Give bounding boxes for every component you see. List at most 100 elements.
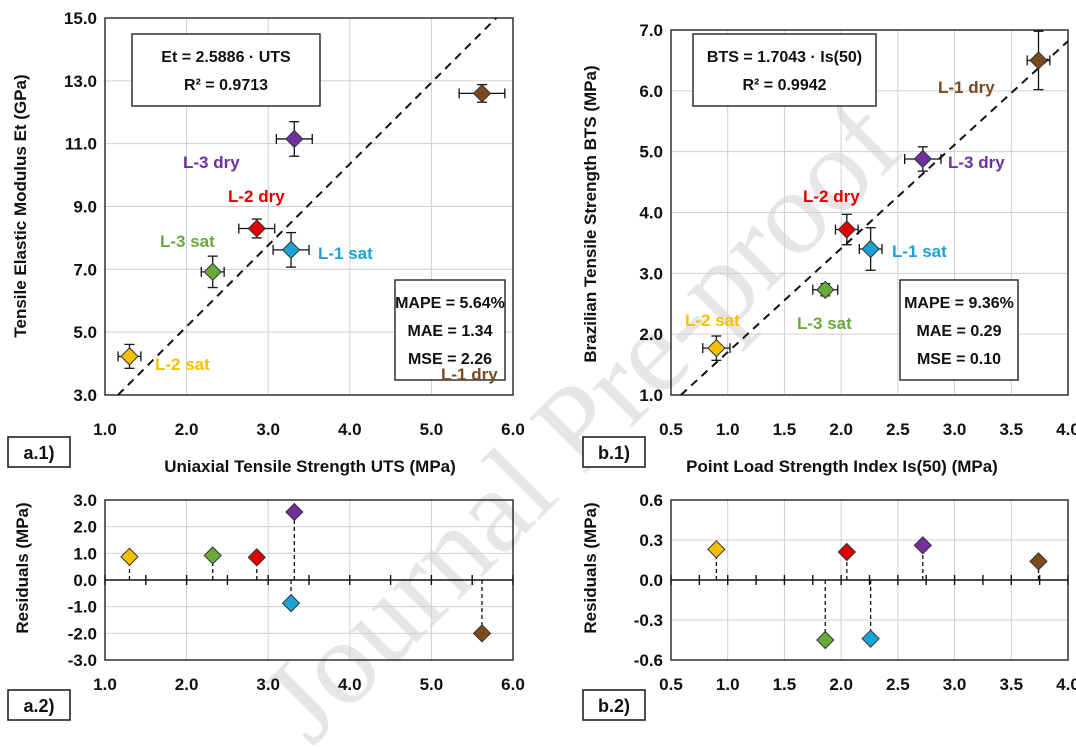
y-tick-label: 15.0 xyxy=(64,9,97,28)
data-point-label: L-1 dry xyxy=(441,365,498,384)
metrics-box xyxy=(899,279,1019,381)
data-point-marker xyxy=(837,220,857,239)
data-point-marker xyxy=(913,149,933,169)
y-tick-label: 6.0 xyxy=(639,82,663,101)
chart-a2: 1.0 2.0 3.0 4.0 5.0 6.0 3.0 2.0 1.0 0.0 -1.0 -2.0 -3… xyxy=(7,491,525,721)
x-axis-label: Uniaxial Tensile Strength UTS (MPa) xyxy=(164,457,456,476)
metric-text: MAE = 1.34 xyxy=(408,323,493,340)
chart-b1: 0.5 1.0 1.5 2.0 2.5 3.0 3.5 4.0 1.0 2.0 3.0 4.0 5.0 6… xyxy=(581,21,1076,476)
data-point-marker xyxy=(120,347,139,366)
y-axis-label: Residuals (MPa) xyxy=(581,502,600,633)
x-tick-label: 1.0 xyxy=(93,675,117,694)
x-tick-label: 2.5 xyxy=(886,675,910,694)
x-tick-label: 2.0 xyxy=(175,420,199,439)
chart-b2: 0.5 1.0 1.5 2.0 2.5 3.0 3.5 4.0 0.6 0.3 0.0 -0.3 -0.… xyxy=(581,491,1076,721)
residual-marker xyxy=(120,547,139,566)
panel-tag-box xyxy=(7,436,71,468)
equation-box xyxy=(131,33,321,107)
y-tick-label: 0.0 xyxy=(639,571,663,590)
y-tick-label: 9.0 xyxy=(73,198,97,217)
plot-area xyxy=(104,17,514,396)
data-point-label: L-3 dry xyxy=(948,153,1005,172)
panel-tag: b.1) xyxy=(598,443,630,463)
residual-marker xyxy=(281,594,301,613)
data-point-label: L-1 dry xyxy=(938,78,995,97)
y-tick-label: 1.0 xyxy=(73,544,97,563)
fit-line xyxy=(680,40,1069,396)
x-tick-label: 2.0 xyxy=(829,420,853,439)
data-point-marker xyxy=(1029,51,1048,70)
panel-tag-box xyxy=(582,436,646,468)
data-point-marker xyxy=(203,262,222,282)
x-tick-label: 1.0 xyxy=(93,420,117,439)
x-tick-label: 3.5 xyxy=(999,420,1023,439)
x-tick-label: 2.5 xyxy=(886,420,910,439)
x-tick-label: 3.0 xyxy=(943,420,967,439)
y-axis-label: Brazilian Tensile Strength BTS (MPa) xyxy=(581,65,600,362)
x-tick-label: 5.0 xyxy=(420,675,444,694)
y-tick-label: -2.0 xyxy=(68,624,97,643)
y-tick-label: 3.0 xyxy=(73,386,97,405)
y-tick-label: 7.0 xyxy=(73,260,97,279)
equation-text: BTS = 1.7043 · Is(50) xyxy=(707,49,862,66)
data-point-label: L-2 dry xyxy=(803,187,860,206)
y-tick-label: 4.0 xyxy=(639,204,663,223)
residual-marker xyxy=(1029,552,1048,571)
equation-text: Et = 2.5886 · UTS xyxy=(161,49,291,66)
y-tick-label: 1.0 xyxy=(639,386,663,405)
panel-tag-box xyxy=(7,689,71,721)
y-tick-label: 13.0 xyxy=(64,72,97,91)
x-tick-label: 2.0 xyxy=(829,675,853,694)
data-point-marker xyxy=(707,338,726,358)
y-tick-label: 0.3 xyxy=(639,531,663,550)
panel-tag: a.2) xyxy=(23,696,54,716)
y-tick-label: -3.0 xyxy=(68,651,97,670)
residual-marker xyxy=(861,629,880,648)
residual-marker xyxy=(472,624,492,643)
y-tick-label: 0.0 xyxy=(73,571,97,590)
y-tick-label: 2.0 xyxy=(639,325,663,344)
data-point-label: L-3 dry xyxy=(183,153,240,172)
x-tick-label: 0.5 xyxy=(659,675,683,694)
residual-marker xyxy=(203,546,222,565)
data-point-marker xyxy=(816,280,835,299)
data-point-marker xyxy=(247,219,266,238)
metric-text: MAPE = 5.64% xyxy=(395,295,505,312)
data-point-label: L-1 sat xyxy=(318,244,373,263)
data-point-marker xyxy=(472,84,492,103)
data-point-label: L-2 dry xyxy=(228,187,285,206)
x-tick-label: 5.0 xyxy=(420,420,444,439)
data-point-marker xyxy=(285,129,304,149)
y-axis-label: Residuals (MPa) xyxy=(13,502,32,633)
y-axis-label: Tensile Elastic Modulus Et (GPa) xyxy=(11,74,30,337)
y-tick-label: 5.0 xyxy=(73,323,97,342)
x-tick-label: 3.0 xyxy=(256,675,280,694)
x-tick-label: 1.5 xyxy=(773,420,797,439)
x-tick-label: 2.0 xyxy=(175,675,199,694)
y-tick-label: 5.0 xyxy=(639,143,663,162)
y-tick-label: -0.3 xyxy=(634,611,663,630)
x-tick-label: 0.5 xyxy=(659,420,683,439)
x-tick-label: 4.0 xyxy=(1056,420,1076,439)
residual-marker xyxy=(837,542,857,562)
y-tick-label: -0.6 xyxy=(634,651,663,670)
r-squared-text: R² = 0.9942 xyxy=(742,77,826,94)
x-tick-label: 4.0 xyxy=(338,675,362,694)
plot-area xyxy=(670,29,1069,396)
metric-text: MSE = 2.26 xyxy=(408,351,492,368)
residual-marker xyxy=(707,540,726,559)
data-point-marker xyxy=(861,239,880,259)
panel-tag-box xyxy=(582,689,646,721)
x-tick-label: 1.0 xyxy=(716,675,740,694)
panel-tag: a.1) xyxy=(23,443,54,463)
chart-a1: 1.0 2.0 3.0 4.0 5.0 6.0 3.0 5.0 7.0 9.0 11.0 13.0 15… xyxy=(7,9,525,476)
residual-marker xyxy=(285,502,304,522)
x-axis-label: Point Load Strength Index Is(50) (MPa) xyxy=(686,457,998,476)
panel-tag: b.2) xyxy=(598,696,630,716)
data-point-label: L-3 sat xyxy=(160,232,215,251)
x-tick-label: 3.5 xyxy=(999,675,1023,694)
data-point-label: L-3 sat xyxy=(797,314,852,333)
x-tick-label: 6.0 xyxy=(501,420,525,439)
y-tick-label: 0.6 xyxy=(639,491,663,510)
metric-text: MSE = 0.10 xyxy=(917,351,1001,368)
